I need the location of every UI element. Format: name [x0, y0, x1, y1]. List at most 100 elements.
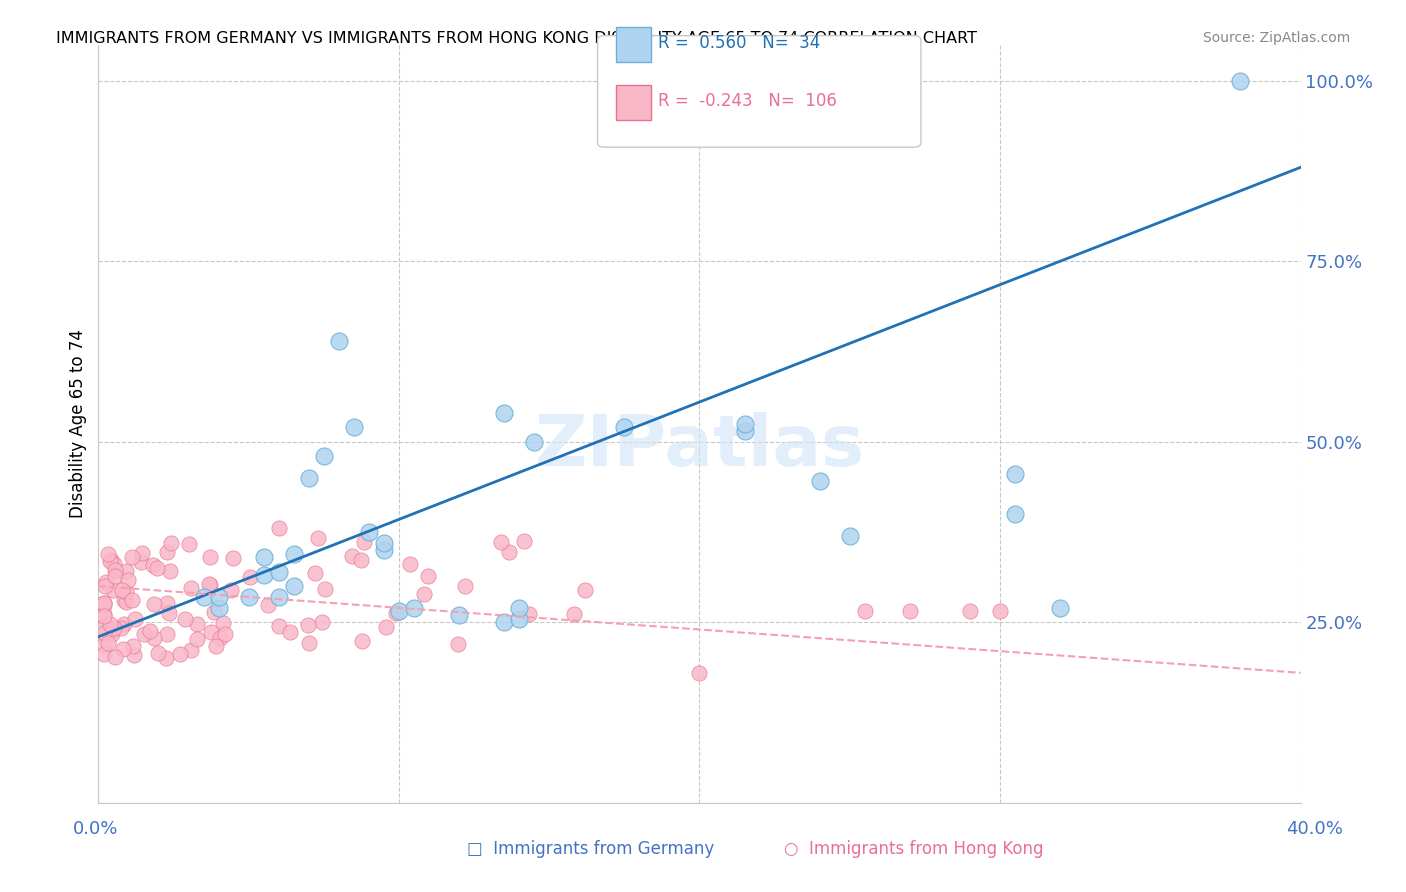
- Point: [142, 558, 165, 573]
- Point: [156, 544, 179, 558]
- Point: [1004, 467, 1026, 482]
- Point: [508, 612, 530, 626]
- Point: [198, 576, 221, 591]
- Point: [238, 569, 260, 583]
- Point: [159, 536, 181, 550]
- Point: [340, 549, 363, 564]
- Point: [808, 475, 831, 489]
- Text: IMMIGRANTS FROM GERMANY VS IMMIGRANTS FROM HONG KONG DISABILITY AGE 65 TO 74 COR: IMMIGRANTS FROM GERMANY VS IMMIGRANTS FR…: [56, 31, 977, 46]
- Point: [298, 636, 321, 650]
- Point: [418, 569, 440, 583]
- Point: [562, 607, 585, 621]
- Point: [283, 579, 305, 593]
- Point: [297, 618, 319, 632]
- Point: [180, 643, 202, 657]
- Point: [103, 557, 125, 571]
- Point: [307, 531, 329, 545]
- Point: [129, 555, 152, 569]
- Point: [298, 471, 321, 485]
- Point: [202, 605, 225, 619]
- Point: [350, 553, 373, 567]
- Point: [155, 650, 177, 665]
- Point: [385, 606, 408, 620]
- Point: [101, 627, 124, 641]
- Point: [177, 537, 200, 551]
- Point: [198, 578, 221, 592]
- Point: [159, 564, 181, 578]
- Point: [523, 434, 546, 449]
- Point: [103, 621, 125, 635]
- Point: [312, 449, 335, 463]
- Point: [267, 619, 290, 633]
- Point: [253, 550, 276, 565]
- Point: [180, 582, 202, 596]
- Point: [256, 599, 278, 613]
- Point: [111, 582, 134, 597]
- Point: [328, 334, 350, 348]
- Text: R =  0.560   N=  34: R = 0.560 N= 34: [658, 34, 820, 52]
- Point: [357, 524, 380, 539]
- Point: [117, 573, 139, 587]
- Point: [283, 547, 305, 561]
- Point: [98, 554, 121, 568]
- Point: [447, 608, 470, 623]
- Point: [93, 639, 115, 653]
- Point: [121, 593, 143, 607]
- Point: [97, 547, 120, 561]
- Point: [104, 563, 127, 577]
- Point: [186, 632, 208, 647]
- Point: [613, 420, 636, 434]
- Point: [156, 626, 179, 640]
- Point: [142, 597, 165, 611]
- Point: [454, 579, 477, 593]
- Point: [498, 545, 520, 559]
- Point: [112, 616, 135, 631]
- Point: [494, 615, 516, 630]
- Point: [139, 624, 162, 639]
- Point: [105, 564, 128, 578]
- Y-axis label: Disability Age 65 to 74: Disability Age 65 to 74: [69, 329, 87, 518]
- Point: [121, 549, 143, 564]
- Point: [93, 598, 115, 612]
- Point: [112, 641, 135, 656]
- Point: [104, 649, 127, 664]
- Text: ZIPatlas: ZIPatlas: [534, 412, 865, 481]
- Point: [214, 627, 236, 641]
- Text: Source: ZipAtlas.com: Source: ZipAtlas.com: [1202, 31, 1350, 45]
- Point: [98, 616, 121, 631]
- Point: [174, 612, 197, 626]
- Point: [143, 631, 166, 645]
- Point: [146, 646, 169, 660]
- Point: [959, 604, 981, 618]
- Point: [402, 600, 425, 615]
- Point: [156, 596, 179, 610]
- Text: 40.0%: 40.0%: [1286, 820, 1343, 838]
- Point: [988, 604, 1011, 618]
- Point: [208, 590, 231, 604]
- Point: [350, 634, 373, 648]
- Point: [100, 553, 122, 567]
- Point: [574, 582, 596, 597]
- Point: [374, 620, 396, 634]
- Point: [343, 420, 366, 434]
- Point: [110, 621, 132, 635]
- Point: [1229, 73, 1251, 87]
- Point: [508, 600, 530, 615]
- Point: [103, 582, 125, 597]
- Point: [205, 640, 228, 654]
- Point: [146, 561, 169, 575]
- Point: [513, 534, 536, 549]
- Point: [93, 620, 115, 634]
- Point: [112, 593, 135, 607]
- Point: [311, 615, 333, 629]
- Point: [97, 636, 120, 650]
- Point: [304, 566, 326, 580]
- Point: [491, 534, 513, 549]
- Text: ○  Immigrants from Hong Kong: ○ Immigrants from Hong Kong: [785, 840, 1043, 858]
- Point: [238, 590, 260, 604]
- Point: [314, 582, 336, 597]
- Text: 0.0%: 0.0%: [73, 820, 118, 838]
- Point: [114, 595, 136, 609]
- Text: □  Immigrants from Germany: □ Immigrants from Germany: [467, 840, 714, 858]
- Point: [1049, 600, 1071, 615]
